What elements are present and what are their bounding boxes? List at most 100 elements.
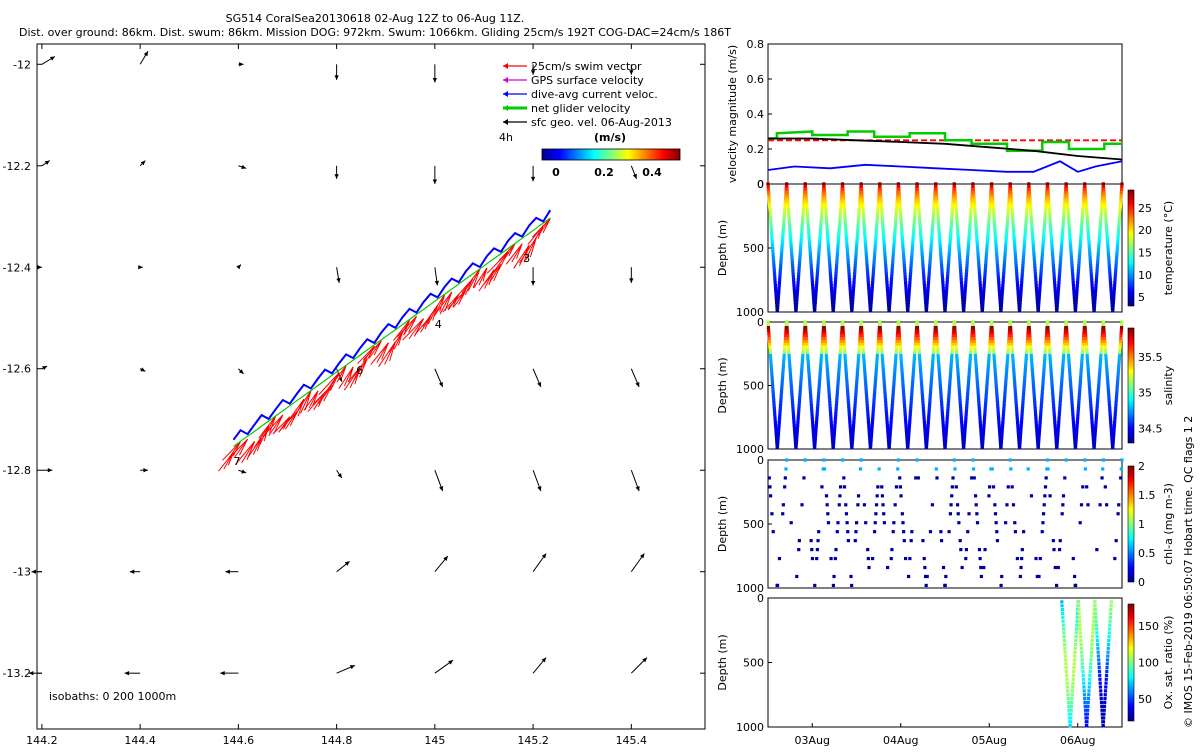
- profile-point: [858, 348, 861, 351]
- profile-point: [1046, 329, 1049, 332]
- profile-point: [969, 354, 972, 357]
- profile-point: [1098, 373, 1101, 376]
- profile-point: [899, 348, 902, 351]
- profile-point: [870, 298, 873, 301]
- profile-point: [923, 424, 926, 427]
- colorbar-gradient: [542, 149, 680, 160]
- profile-point: [769, 222, 772, 225]
- profile-point: [815, 421, 818, 424]
- profile-point: [1016, 418, 1019, 421]
- profile-point: [1096, 399, 1099, 402]
- profile-point: [988, 343, 991, 346]
- profile-point: [1059, 393, 1062, 396]
- profile-point: [1095, 548, 1098, 551]
- profile-point: [1040, 404, 1043, 407]
- velocity-panel: 00.20.40.60.8velocity magnitude (m/s): [726, 38, 1122, 191]
- profile-point: [1072, 670, 1075, 673]
- profile-point: [893, 236, 896, 239]
- profile-point: [888, 309, 891, 312]
- profile-point: [885, 418, 888, 421]
- profile-point: [1029, 211, 1032, 214]
- profile-point: [1098, 230, 1101, 233]
- profile-point: [925, 441, 928, 444]
- profile-point: [819, 230, 822, 233]
- profile-point: [874, 244, 877, 247]
- profile-point: [986, 373, 989, 376]
- profile-point: [987, 225, 990, 228]
- profile-point: [901, 239, 904, 242]
- profile-point: [890, 281, 893, 284]
- profile-point: [1080, 365, 1083, 368]
- profile-point: [807, 362, 810, 365]
- profile-point: [978, 270, 981, 273]
- profile-point: [893, 233, 896, 236]
- profile-point: [853, 413, 856, 416]
- profile-point: [801, 225, 804, 228]
- profile-point: [1060, 239, 1063, 242]
- profile-point: [983, 415, 986, 418]
- profile-point: [1102, 185, 1105, 188]
- profile-point: [931, 222, 934, 225]
- profile-point: [1116, 376, 1119, 379]
- profile-point: [876, 208, 879, 211]
- profile-point: [1072, 424, 1075, 427]
- profile-point: [970, 346, 973, 349]
- profile-point: [922, 415, 925, 418]
- profile-point: [982, 427, 985, 430]
- geo-vector-head: [336, 278, 340, 283]
- profile-point: [990, 188, 993, 191]
- profile-point: [895, 348, 898, 351]
- profile-point: [946, 413, 949, 416]
- profile-point: [1119, 196, 1122, 199]
- profile-point: [1060, 250, 1063, 253]
- profile-point: [977, 404, 980, 407]
- profile-point: [871, 421, 874, 424]
- profile-point: [1052, 270, 1055, 273]
- profile-point: [903, 399, 906, 402]
- profile-point: [904, 421, 907, 424]
- profile-point: [957, 236, 960, 239]
- profile-point: [1086, 219, 1089, 222]
- profile-point: [788, 225, 791, 228]
- profile-point: [1087, 379, 1090, 382]
- profile-point: [945, 292, 948, 295]
- profile-point: [998, 289, 1001, 292]
- profile-point: [1086, 222, 1089, 225]
- time-x-tick-label: 05Aug: [972, 734, 1007, 747]
- profile-point: [870, 289, 873, 292]
- profile-point: [871, 278, 874, 281]
- profile-point: [838, 503, 841, 506]
- profile-point: [816, 401, 819, 404]
- profile-point: [881, 494, 884, 497]
- profile-point: [824, 205, 827, 208]
- profile-point: [1090, 651, 1093, 654]
- profile-point: [826, 512, 829, 515]
- profile-point: [973, 202, 976, 205]
- profile-point: [1043, 360, 1046, 363]
- profile-point: [1084, 194, 1087, 197]
- profile-point: [780, 247, 783, 250]
- profile-point: [1043, 362, 1046, 365]
- profile-point: [990, 185, 993, 188]
- profile-point: [939, 250, 942, 253]
- profile-point: [1004, 247, 1007, 250]
- profile-point: [1029, 351, 1032, 354]
- profile-point: [935, 329, 938, 332]
- profile-point: [988, 354, 991, 357]
- profile-point: [970, 205, 973, 208]
- profile-point: [774, 427, 777, 430]
- profile-point: [1040, 396, 1043, 399]
- profile-point: [875, 222, 878, 225]
- legend-label-sfc: sfc geo. vel. 06-Aug-2013: [531, 116, 672, 129]
- profile-point: [1075, 623, 1078, 626]
- profile-point: [1097, 387, 1100, 390]
- profile-point: [985, 382, 988, 385]
- profile-point: [936, 211, 939, 214]
- profile-point: [894, 503, 897, 506]
- profile-point: [1020, 418, 1023, 421]
- profile-point: [940, 270, 943, 273]
- profile-point: [1038, 295, 1041, 298]
- profile-point: [1058, 410, 1061, 413]
- profile-point: [828, 393, 831, 396]
- profile-point: [969, 351, 972, 354]
